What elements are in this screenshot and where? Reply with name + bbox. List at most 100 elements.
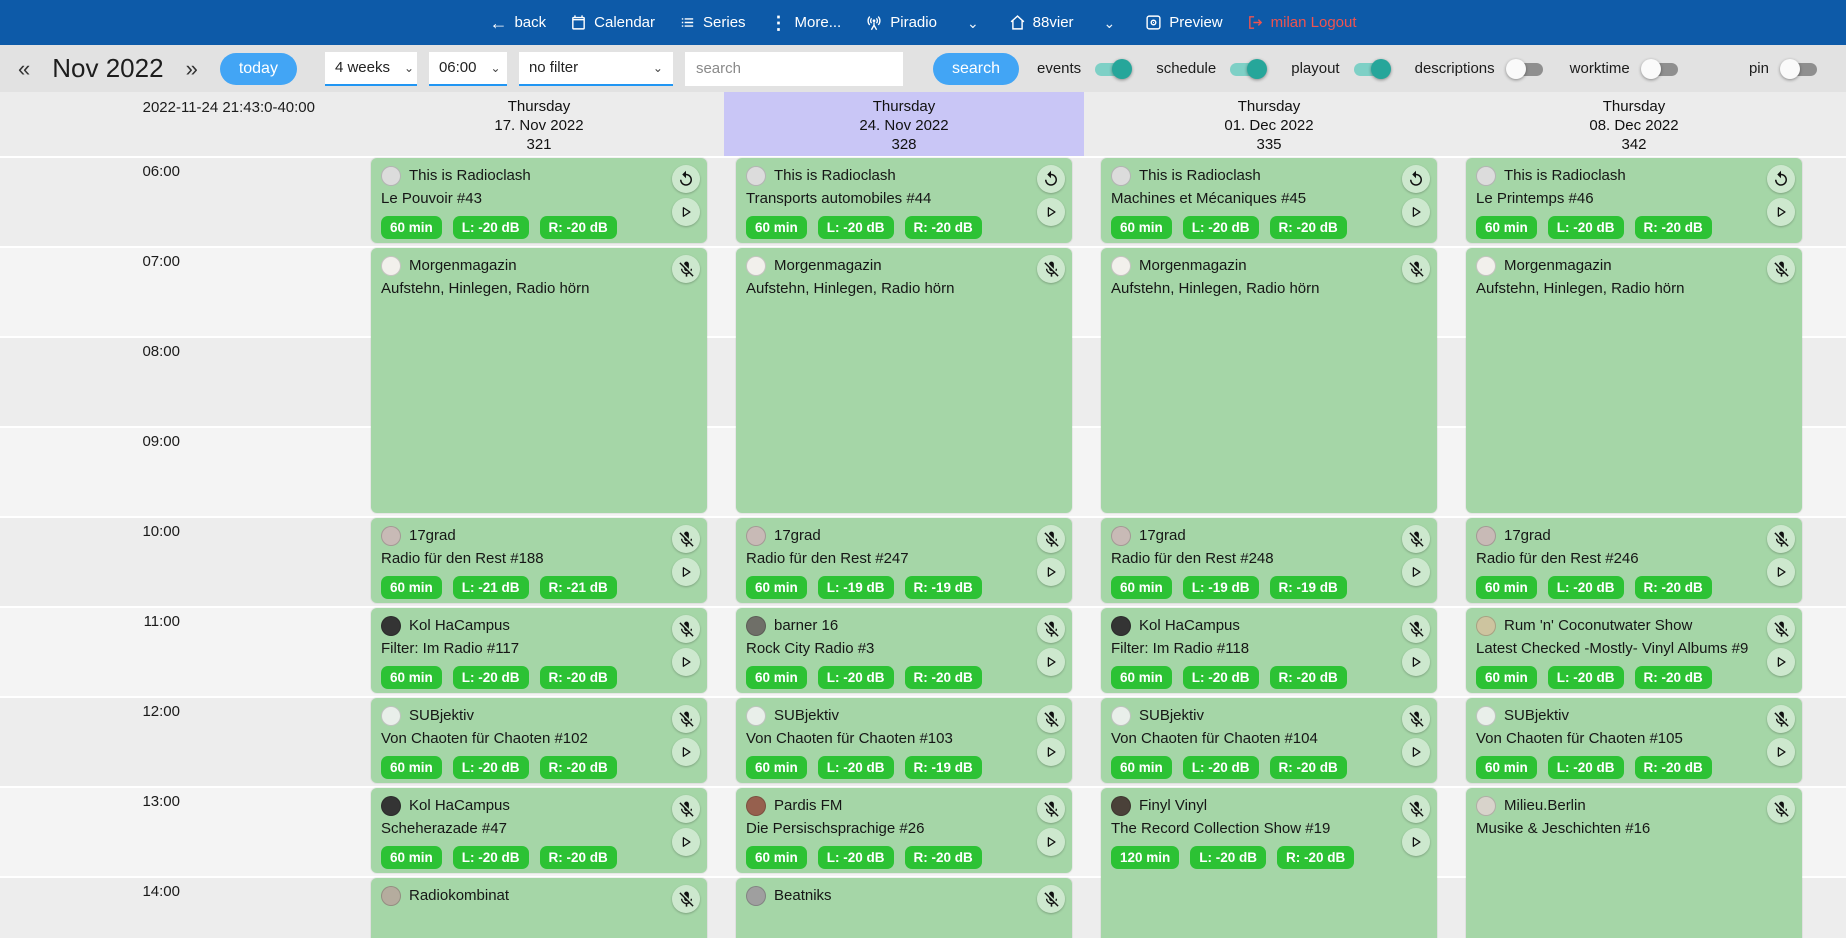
replay-icon[interactable]: [1037, 165, 1065, 193]
station-dropdown-chevron[interactable]: ⌄: [1103, 14, 1116, 31]
play-icon[interactable]: [1767, 198, 1795, 226]
toggle-pin-switch[interactable]: [1780, 58, 1820, 79]
mic-off-icon[interactable]: [672, 525, 700, 553]
event-card[interactable]: 17grad Radio für den Rest #248 60 min L: -1…: [1101, 518, 1437, 603]
event-card[interactable]: Kol HaCampus Scheherazade #47 60 min L: -20…: [371, 788, 707, 873]
range-select[interactable]: 4 weeks ⌄: [324, 51, 417, 86]
event-card[interactable]: 17grad Radio für den Rest #247 60 min L: -1…: [736, 518, 1072, 603]
play-icon[interactable]: [1037, 558, 1065, 586]
replay-icon[interactable]: [672, 165, 700, 193]
toggle-descriptions-switch[interactable]: [1505, 58, 1546, 79]
next-period-button[interactable]: »: [185, 55, 198, 81]
event-card[interactable]: SUBjektiv Von Chaoten für Chaoten #105 60 …: [1466, 698, 1802, 783]
event-card[interactable]: This is Radioclash Le Pouvoir #43 60 min L:…: [371, 158, 707, 243]
nav-series[interactable]: Series: [679, 14, 746, 31]
event-card[interactable]: Milieu.Berlin Musike & Jeschichten #16: [1466, 788, 1802, 938]
mic-off-icon[interactable]: [1767, 705, 1795, 733]
event-card[interactable]: barner 16 Rock City Radio #3 60 min L: -20 …: [736, 608, 1072, 693]
mic-off-icon[interactable]: [1037, 615, 1065, 643]
event-card[interactable]: This is Radioclash Machines et Mécaniques…: [1101, 158, 1437, 243]
filter-select[interactable]: no filter ⌄: [518, 51, 673, 86]
mic-off-icon[interactable]: [672, 885, 700, 913]
event-card[interactable]: SUBjektiv Von Chaoten für Chaoten #102 60 …: [371, 698, 707, 783]
mic-off-icon[interactable]: [1767, 255, 1795, 283]
play-icon[interactable]: [1037, 198, 1065, 226]
event-card[interactable]: 17grad Radio für den Rest #188 60 min L: -2…: [371, 518, 707, 603]
toggle-worktime-switch[interactable]: [1640, 58, 1681, 79]
piradio-dropdown-chevron[interactable]: ⌄: [966, 14, 979, 31]
play-icon[interactable]: [1767, 648, 1795, 676]
play-icon[interactable]: [1767, 558, 1795, 586]
toggle-events-switch[interactable]: [1092, 58, 1133, 79]
column-header[interactable]: Thursday 08. Dec 2022 342: [1454, 92, 1814, 156]
event-card[interactable]: Beatniks: [736, 878, 1072, 938]
episode-title: Le Pouvoir #43: [381, 190, 482, 207]
play-icon[interactable]: [1402, 828, 1430, 856]
column-header[interactable]: Thursday 01. Dec 2022 335: [1089, 92, 1449, 156]
event-card[interactable]: SUBjektiv Von Chaoten für Chaoten #103 60 …: [736, 698, 1072, 783]
mic-off-icon[interactable]: [672, 255, 700, 283]
mic-off-icon[interactable]: [1767, 795, 1795, 823]
start-time-select[interactable]: 06:00 ⌄: [428, 51, 507, 86]
event-card[interactable]: Morgenmagazin Aufstehn, Hinlegen, Radio h…: [736, 248, 1072, 513]
column-header[interactable]: Thursday 24. Nov 2022 328: [724, 92, 1084, 156]
nav-station[interactable]: 88vier: [1009, 14, 1074, 31]
mic-off-icon[interactable]: [1402, 525, 1430, 553]
play-icon[interactable]: [672, 558, 700, 586]
search-input[interactable]: [684, 51, 903, 86]
nav-preview[interactable]: Preview: [1145, 14, 1223, 31]
play-icon[interactable]: [1037, 648, 1065, 676]
column-header[interactable]: Thursday 17. Nov 2022 321: [359, 92, 719, 156]
mic-off-icon[interactable]: [1037, 705, 1065, 733]
event-card[interactable]: Kol HaCampus Filter: Im Radio #117 60 min L…: [371, 608, 707, 693]
nav-calendar[interactable]: Calendar: [570, 14, 655, 31]
mic-off-icon[interactable]: [1037, 885, 1065, 913]
mic-off-icon[interactable]: [1402, 255, 1430, 283]
play-icon[interactable]: [672, 738, 700, 766]
mic-off-icon[interactable]: [672, 615, 700, 643]
event-card[interactable]: Morgenmagazin Aufstehn, Hinlegen, Radio h…: [1466, 248, 1802, 513]
play-icon[interactable]: [672, 648, 700, 676]
play-icon[interactable]: [1767, 738, 1795, 766]
mic-off-icon[interactable]: [1037, 795, 1065, 823]
event-card[interactable]: Rum 'n' Coconutwater Show Latest Checked …: [1466, 608, 1802, 693]
today-button[interactable]: today: [219, 52, 297, 85]
replay-icon[interactable]: [1767, 165, 1795, 193]
back-button[interactable]: ← back: [489, 14, 546, 32]
play-icon[interactable]: [672, 828, 700, 856]
play-icon[interactable]: [1402, 648, 1430, 676]
event-card[interactable]: 17grad Radio für den Rest #246 60 min L: -2…: [1466, 518, 1802, 603]
play-icon[interactable]: [1402, 738, 1430, 766]
event-card[interactable]: Morgenmagazin Aufstehn, Hinlegen, Radio h…: [371, 248, 707, 513]
event-card[interactable]: Kol HaCampus Filter: Im Radio #118 60 min L…: [1101, 608, 1437, 693]
mic-off-icon[interactable]: [672, 795, 700, 823]
mic-off-icon[interactable]: [1402, 705, 1430, 733]
event-card[interactable]: SUBjektiv Von Chaoten für Chaoten #104 60 …: [1101, 698, 1437, 783]
event-card[interactable]: This is Radioclash Le Printemps #46 60 min…: [1466, 158, 1802, 243]
toggle-playout-switch[interactable]: [1351, 58, 1391, 79]
logout-button[interactable]: milan Logout: [1247, 14, 1357, 31]
nav-more[interactable]: ⋮ More...: [770, 14, 842, 32]
toggle-schedule-switch[interactable]: [1227, 58, 1268, 79]
play-icon[interactable]: [1402, 558, 1430, 586]
mic-off-icon[interactable]: [1767, 525, 1795, 553]
prev-period-button[interactable]: «: [18, 55, 31, 81]
event-card[interactable]: Finyl Vinyl The Record Collection Show #1…: [1101, 788, 1437, 938]
mic-off-icon[interactable]: [672, 705, 700, 733]
event-card[interactable]: Morgenmagazin Aufstehn, Hinlegen, Radio h…: [1101, 248, 1437, 513]
play-icon[interactable]: [672, 198, 700, 226]
replay-icon[interactable]: [1402, 165, 1430, 193]
search-button[interactable]: search: [932, 52, 1019, 85]
nav-piradio[interactable]: Piradio: [865, 14, 937, 32]
mic-off-icon[interactable]: [1037, 525, 1065, 553]
event-card[interactable]: Radiokombinat: [371, 878, 707, 938]
mic-off-icon[interactable]: [1767, 615, 1795, 643]
mic-off-icon[interactable]: [1402, 795, 1430, 823]
mic-off-icon[interactable]: [1402, 615, 1430, 643]
play-icon[interactable]: [1402, 198, 1430, 226]
play-icon[interactable]: [1037, 738, 1065, 766]
event-card[interactable]: This is Radioclash Transports automobiles…: [736, 158, 1072, 243]
play-icon[interactable]: [1037, 828, 1065, 856]
mic-off-icon[interactable]: [1037, 255, 1065, 283]
event-card[interactable]: Pardis FM Die Persischsprachige #26 60 min…: [736, 788, 1072, 873]
